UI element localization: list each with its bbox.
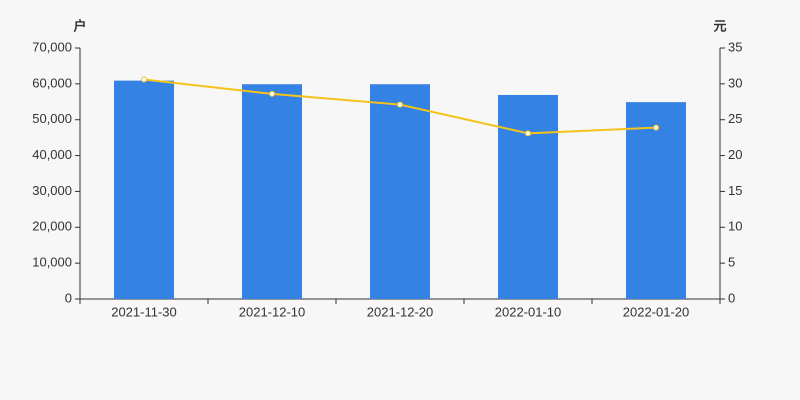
y2-tick-label: 25 — [728, 111, 742, 126]
y-tick-label: 60,000 — [32, 75, 72, 90]
y2-tick-label: 20 — [728, 147, 742, 162]
line-point — [397, 101, 403, 108]
y2-tick-label: 15 — [728, 183, 742, 198]
line-point — [525, 130, 531, 137]
y-tick-label: 40,000 — [32, 147, 72, 162]
line-point — [141, 76, 147, 83]
y-tick-label: 0 — [65, 290, 72, 305]
y2-axis-label: 元 — [713, 18, 726, 33]
y2-tick-label: 5 — [728, 255, 735, 270]
x-tick-label: 2021-12-20 — [367, 304, 434, 319]
y2-tick-label: 10 — [728, 219, 742, 234]
y-axis-label: 户 — [73, 18, 86, 33]
y2-tick-label: 30 — [728, 75, 742, 90]
x-tick-label: 2022-01-10 — [495, 304, 562, 319]
bar — [242, 84, 302, 299]
x-tick-label: 2021-11-30 — [111, 304, 177, 319]
bar — [370, 84, 430, 299]
line-point — [269, 90, 275, 97]
y2-tick-label: 35 — [728, 39, 742, 54]
y2-tick-label: 0 — [728, 290, 735, 305]
line-point — [653, 124, 659, 131]
y-tick-label: 30,000 — [32, 183, 72, 198]
x-tick-label: 2021-12-10 — [239, 304, 306, 319]
bar — [498, 94, 558, 299]
y-tick-label: 10,000 — [32, 255, 72, 270]
y-tick-label: 70,000 — [32, 39, 72, 54]
bar — [114, 80, 174, 299]
y-tick-label: 50,000 — [32, 111, 72, 126]
y-tick-label: 20,000 — [32, 219, 72, 234]
bar — [626, 102, 686, 299]
x-tick-label: 2022-01-20 — [623, 304, 690, 319]
